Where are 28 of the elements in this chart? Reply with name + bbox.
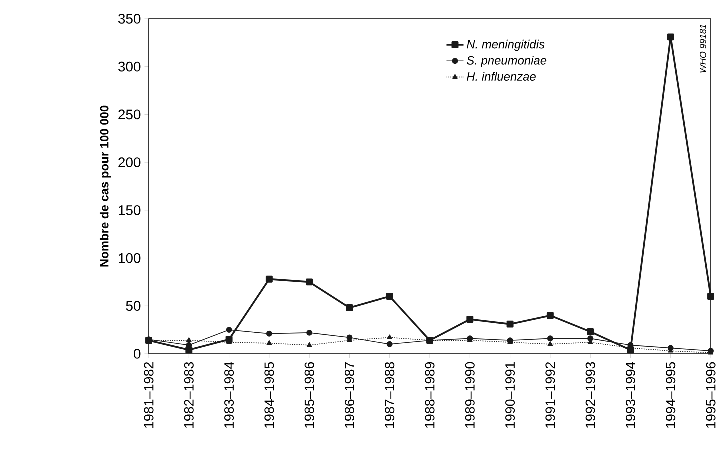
- y-tick-label: 200: [118, 158, 141, 168]
- annotation: WHO 99181: [700, 24, 706, 73]
- x-tick-label: 1984–1985: [264, 362, 274, 428]
- y-tick-label: 50: [126, 301, 141, 312]
- legend-label: S. pneumoniae: [466, 56, 547, 68]
- y-tick-label: 350: [118, 14, 141, 24]
- y-tick-label: 150: [119, 205, 141, 216]
- legend-label: H. influenzae: [467, 72, 536, 81]
- x-tick-label: 1983–1984: [224, 362, 234, 428]
- x-tick-label: 1985–1986: [304, 362, 314, 428]
- x-tick-label: 1992–1993: [586, 362, 596, 428]
- y-axis-title: Nombre de cas pour 100 000: [100, 106, 112, 267]
- x-tick-label: 1995–1996: [706, 362, 716, 428]
- x-tick-label: 1993–1994: [626, 362, 636, 428]
- y-tick-label: 0: [134, 349, 141, 359]
- x-tick-label: 1994–1995: [666, 362, 676, 428]
- x-tick-label: 1988–1989: [425, 362, 435, 428]
- x-tick-label: 1991–1992: [546, 362, 556, 428]
- x-tick-label: 1981–1982: [144, 362, 154, 428]
- x-tick-label: 1987–1988: [385, 362, 395, 428]
- y-tick-label: 300: [118, 62, 141, 72]
- y-tick-label: 250: [118, 110, 141, 120]
- legend-label: N. meningitidis: [467, 40, 545, 52]
- x-tick-label: 1990–1991: [506, 362, 516, 428]
- x-tick-label: 1982–1983: [184, 362, 194, 428]
- x-tick-label: 1986–1987: [344, 362, 354, 428]
- y-tick-label: 100: [119, 253, 141, 264]
- x-tick-label: 1989–1990: [465, 362, 475, 428]
